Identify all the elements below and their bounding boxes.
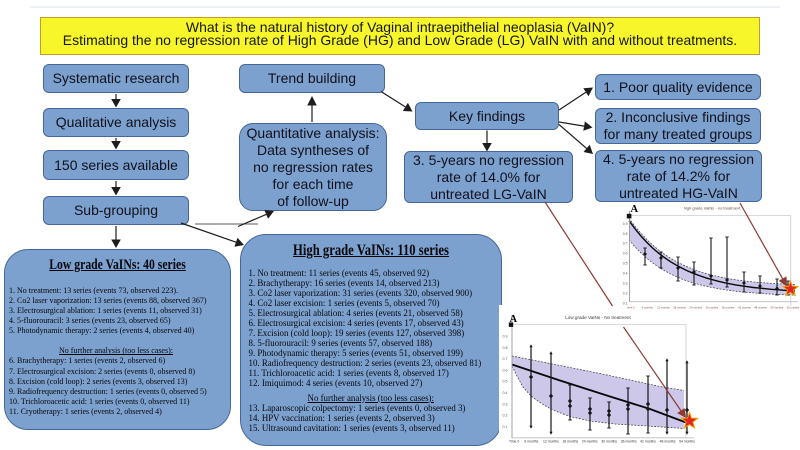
svg-text:42 months: 42 months (640, 440, 656, 444)
svg-text:18 months: 18 months (673, 305, 686, 309)
svg-text:6 months: 6 months (642, 305, 654, 309)
svg-text:Time 0: Time 0 (509, 440, 519, 444)
svg-text:0.2: 0.2 (503, 414, 508, 418)
svg-text:24 months: 24 months (582, 440, 598, 444)
svg-text:high grade VaINs - no treatmen: high grade VaINs - no treatment (684, 206, 742, 211)
svg-text:0.5: 0.5 (623, 262, 628, 266)
svg-text:0.7: 0.7 (623, 242, 628, 246)
svg-text:36 months: 36 months (722, 305, 735, 309)
svg-text:0.7: 0.7 (503, 357, 508, 361)
svg-text:A: A (631, 204, 639, 215)
svg-text:54 months: 54 months (679, 440, 695, 444)
svg-text:0.8: 0.8 (503, 346, 508, 350)
svg-text:0.8: 0.8 (623, 232, 628, 236)
svg-text:0.1: 0.1 (503, 425, 508, 429)
svg-text:0.3: 0.3 (623, 282, 628, 286)
svg-text:42 months: 42 months (738, 305, 751, 309)
svg-text:0.6: 0.6 (503, 368, 508, 372)
svg-text:0.4: 0.4 (503, 391, 508, 395)
svg-text:12 months: 12 months (657, 305, 670, 309)
svg-text:30 months: 30 months (601, 440, 617, 444)
svg-text:0.6: 0.6 (623, 252, 628, 256)
svg-text:0.3: 0.3 (503, 402, 508, 406)
svg-text:6 months: 6 months (524, 440, 538, 444)
svg-text:48 months: 48 months (660, 440, 676, 444)
svg-text:48 months: 48 months (754, 305, 767, 309)
svg-text:60 months: 60 months (787, 305, 800, 309)
svg-text:30 months: 30 months (706, 305, 719, 309)
svg-text:54 months: 54 months (771, 305, 784, 309)
svg-text:36 months: 36 months (621, 440, 637, 444)
svg-text:Low grade VaINs - No treatment: Low grade VaINs - No treatment (565, 315, 631, 320)
svg-text:0.2: 0.2 (623, 292, 628, 296)
svg-text:24 months: 24 months (690, 305, 703, 309)
svg-text:time 0: time 0 (627, 305, 635, 309)
svg-text:0.1: 0.1 (623, 302, 628, 306)
svg-text:18 months: 18 months (562, 440, 578, 444)
svg-text:0.9: 0.9 (623, 222, 628, 226)
svg-text:12 months: 12 months (543, 440, 559, 444)
svg-text:A: A (510, 314, 518, 325)
svg-text:0.4: 0.4 (623, 272, 628, 276)
svg-text:0.5: 0.5 (503, 380, 508, 384)
svg-text:0.9: 0.9 (503, 335, 508, 339)
